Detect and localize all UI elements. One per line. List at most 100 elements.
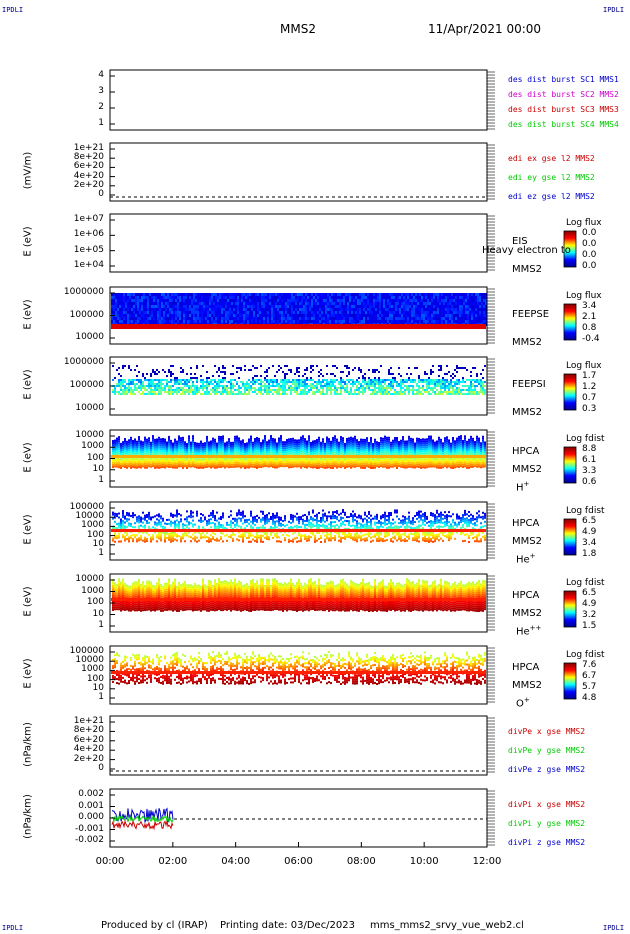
heatmap-cell xyxy=(184,441,186,444)
heatmap-cell xyxy=(285,299,287,302)
heatmap-cell xyxy=(172,442,174,445)
heatmap-cell xyxy=(112,442,114,445)
heatmap-cell xyxy=(384,383,386,385)
heatmap-cell xyxy=(203,293,205,296)
heatmap-cell xyxy=(399,299,401,302)
heatmap-cell xyxy=(203,296,205,299)
heatmap-cell xyxy=(430,389,432,391)
heatmap-cell xyxy=(188,393,190,395)
heatmap-cell xyxy=(205,311,207,314)
heatmap-cell xyxy=(401,302,403,305)
heatmap-cell xyxy=(258,445,260,448)
heatmap-cell xyxy=(246,385,248,387)
heatmap-cell xyxy=(113,320,115,323)
heatmap-cell xyxy=(160,446,162,449)
heatmap-cell xyxy=(372,379,374,381)
heatmap-cell xyxy=(264,379,266,381)
heatmap-cell xyxy=(149,320,151,323)
heatmap-cell xyxy=(249,320,251,323)
heatmap-cell xyxy=(322,385,324,387)
heatmap-cell xyxy=(334,381,336,383)
heatmap-cell xyxy=(166,385,168,387)
heatmap-cell xyxy=(346,367,348,369)
heatmap-cell xyxy=(211,317,213,320)
heatmap-cell xyxy=(152,391,154,393)
heatmap-cell xyxy=(199,296,201,299)
heatmap-cell xyxy=(393,299,395,302)
heatmap-cell xyxy=(326,373,328,375)
heatmap-cell xyxy=(124,385,126,387)
heatmap-cell xyxy=(417,314,419,317)
heatmap-cell xyxy=(477,320,479,323)
heatmap-cell xyxy=(138,387,140,389)
heatmap-cell xyxy=(468,389,470,391)
heatmap-cell xyxy=(176,450,178,453)
heatmap-cell xyxy=(335,293,337,296)
heatmap-cell xyxy=(186,452,188,455)
heatmap-cell xyxy=(404,385,406,387)
heatmap-cell xyxy=(212,453,214,456)
heatmap-cell xyxy=(220,444,222,447)
heatmap-cell xyxy=(444,379,446,381)
heatmap-cell xyxy=(308,379,310,381)
heatmap-cell xyxy=(474,389,476,391)
heatmap-cell xyxy=(308,439,310,442)
heatmap-cell xyxy=(392,387,394,389)
heatmap-cell xyxy=(228,466,230,469)
heatmap-cell xyxy=(222,371,224,373)
heatmap-cell xyxy=(248,440,250,443)
heatmap-cell xyxy=(250,447,252,450)
heatmap-cell xyxy=(268,447,270,450)
heatmap-cell xyxy=(154,373,156,375)
heatmap-cell xyxy=(257,317,259,320)
heatmap-cell xyxy=(272,465,274,468)
heatmap-cell xyxy=(331,299,333,302)
heatmap-cell xyxy=(448,383,450,385)
heatmap-cell xyxy=(154,393,156,395)
heatmap-cell xyxy=(427,320,429,323)
heatmap-cell xyxy=(330,383,332,385)
heatmap-cell xyxy=(138,452,140,455)
heatmap-cell xyxy=(393,308,395,311)
heatmap-cell xyxy=(428,387,430,389)
heatmap-cell xyxy=(230,391,232,393)
heatmap-cell xyxy=(409,320,411,323)
heatmap-cell xyxy=(214,444,216,447)
heatmap-cell xyxy=(286,365,288,367)
heatmap-cell xyxy=(228,381,230,383)
panel-frame xyxy=(109,142,488,202)
heatmap-cell xyxy=(362,385,364,387)
heatmap-cell xyxy=(144,466,146,469)
heatmap-cell xyxy=(258,453,260,456)
heatmap-cell xyxy=(207,293,209,296)
heatmap-cell xyxy=(175,314,177,317)
heatmap-cell xyxy=(270,441,272,444)
heatmap-cell xyxy=(294,389,296,391)
heatmap-cell xyxy=(248,448,250,451)
heatmap-cell xyxy=(139,314,141,317)
heatmap-cell xyxy=(268,453,270,456)
heatmap-cell xyxy=(171,308,173,311)
heatmap-cell xyxy=(437,314,439,317)
heatmap-cell xyxy=(153,302,155,305)
heatmap-cell xyxy=(218,453,220,456)
heatmap-cell xyxy=(222,437,224,440)
heatmap-cell xyxy=(186,383,188,385)
heatmap-cell xyxy=(382,379,384,381)
heatmap-cell xyxy=(302,463,304,466)
heatmap-cell xyxy=(190,391,192,393)
heatmap-cell xyxy=(381,299,383,302)
heatmap-cell xyxy=(264,449,266,452)
heatmap-cell xyxy=(364,391,366,393)
heatmap-cell xyxy=(188,437,190,440)
heatmap-cell xyxy=(191,302,193,305)
heatmap-cell xyxy=(315,305,317,308)
heatmap-cell xyxy=(142,381,144,383)
heatmap-cell xyxy=(395,308,397,311)
heatmap-cell xyxy=(192,449,194,452)
heatmap-cell xyxy=(140,381,142,383)
heatmap-cell xyxy=(457,299,459,302)
heatmap-cell xyxy=(272,459,274,462)
heatmap-cell xyxy=(202,389,204,391)
